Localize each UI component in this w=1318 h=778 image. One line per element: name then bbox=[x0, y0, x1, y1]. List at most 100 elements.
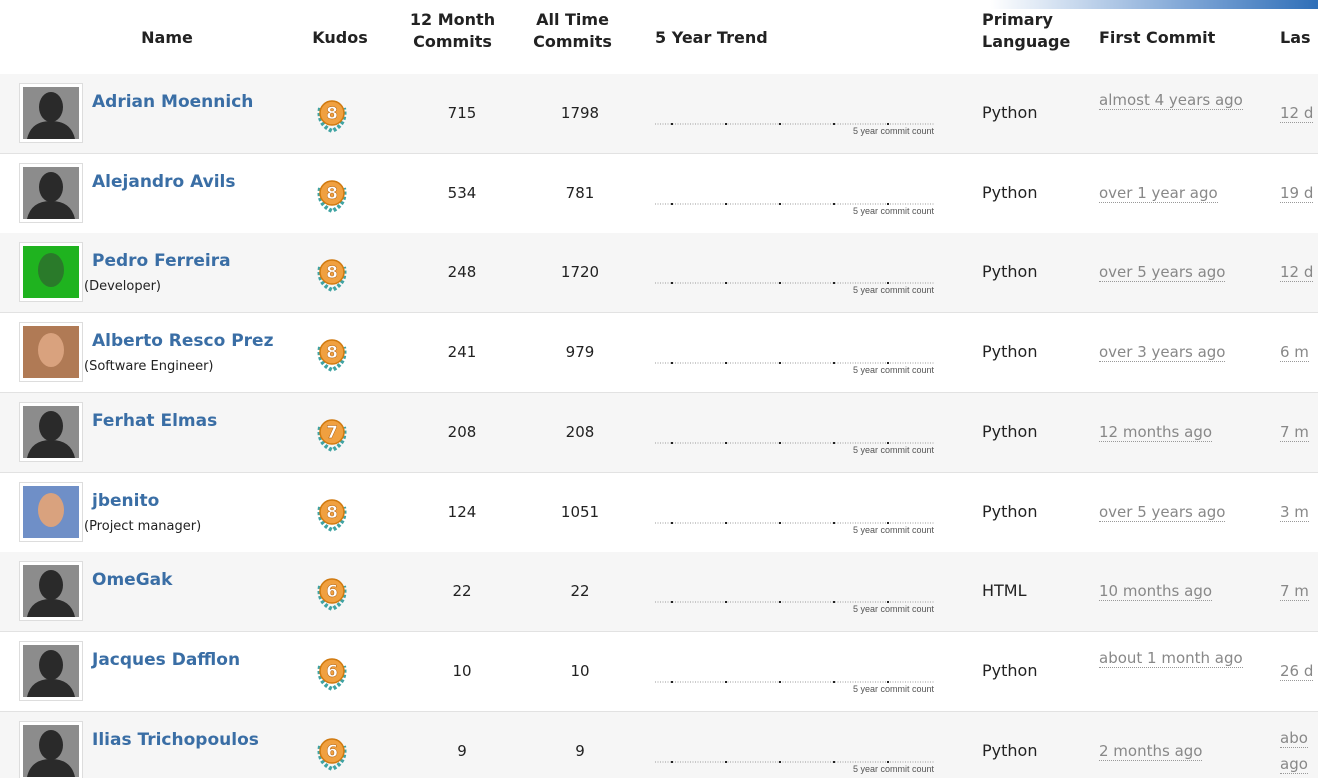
avatar bbox=[19, 83, 83, 143]
head bbox=[39, 730, 63, 760]
year-tick bbox=[779, 761, 781, 763]
avatar-image bbox=[23, 326, 79, 378]
trend-chart: 5 year commit count bbox=[653, 86, 938, 146]
kudos-rank: 8 bbox=[326, 184, 338, 204]
year-tick bbox=[887, 362, 889, 364]
table-row: Alejandro Avils 8 534 781 5 year commit coun… bbox=[0, 154, 1318, 234]
year-tick bbox=[779, 442, 781, 444]
first-commit-text[interactable]: 12 months ago bbox=[1099, 423, 1212, 442]
commits-12-month: 22 bbox=[422, 582, 502, 600]
last-commit-text[interactable]: 6 m bbox=[1280, 343, 1309, 362]
avatar bbox=[19, 402, 83, 462]
primary-language: Python bbox=[982, 262, 1037, 281]
first-commit-text[interactable]: over 5 years ago bbox=[1099, 503, 1225, 522]
contributor-name[interactable]: Alejandro Avils bbox=[92, 172, 235, 192]
contributor-name[interactable]: Ilias Trichopoulos bbox=[92, 730, 259, 750]
first-commit-text[interactable]: 10 months ago bbox=[1099, 582, 1212, 601]
first-commit-text[interactable]: 2 months ago bbox=[1099, 742, 1202, 761]
trend-chart: 5 year commit count bbox=[653, 724, 938, 778]
first-commit: 2 months ago bbox=[1099, 738, 1244, 764]
last-commit-text[interactable]: 26 d bbox=[1280, 662, 1313, 681]
commits-12-month: 534 bbox=[422, 184, 502, 202]
avatar bbox=[19, 163, 83, 223]
last-commit-text[interactable]: 7 m bbox=[1280, 423, 1309, 442]
last-commit: 26 d bbox=[1280, 658, 1318, 684]
year-tick bbox=[833, 362, 835, 364]
avatar-image bbox=[23, 246, 79, 298]
last-commit-text[interactable]: 3 m bbox=[1280, 503, 1309, 522]
avatar bbox=[19, 242, 83, 302]
trend-caption: 5 year commit count bbox=[853, 445, 935, 455]
table-row: Ferhat Elmas72082085 year commit countPy… bbox=[0, 393, 1318, 473]
last-commit-text[interactable]: 12 d bbox=[1280, 104, 1313, 123]
column-header: Name bbox=[117, 27, 217, 49]
top-bar bbox=[990, 0, 1318, 9]
avatar bbox=[19, 561, 83, 621]
head bbox=[39, 650, 63, 680]
first-commit: almost 4 years ago bbox=[1099, 87, 1244, 113]
first-commit-text[interactable]: over 3 years ago bbox=[1099, 343, 1225, 362]
commits-all-time: 1720 bbox=[540, 263, 620, 281]
contributor-name[interactable]: Ferhat Elmas bbox=[92, 411, 217, 431]
trend-caption: 5 year commit count bbox=[853, 285, 935, 295]
commits-all-time: 1798 bbox=[540, 104, 620, 122]
year-tick bbox=[779, 681, 781, 683]
last-commit-text[interactable]: abo ago bbox=[1280, 729, 1308, 774]
avatar-image bbox=[23, 486, 79, 538]
first-commit-text[interactable]: about 1 month ago bbox=[1099, 649, 1243, 668]
year-tick bbox=[779, 282, 781, 284]
trend-chart: 5 year commit count bbox=[653, 405, 938, 465]
contributor-name[interactable]: Jacques Dafflon bbox=[92, 650, 240, 670]
year-tick bbox=[833, 282, 835, 284]
first-commit-text[interactable]: over 5 years ago bbox=[1099, 263, 1225, 282]
commits-12-month: 241 bbox=[422, 343, 502, 361]
primary-language: Python bbox=[982, 502, 1037, 521]
year-tick bbox=[725, 362, 727, 364]
commits-12-month: 124 bbox=[422, 503, 502, 521]
kudos-badge: 8 bbox=[315, 94, 349, 134]
year-tick bbox=[671, 442, 673, 444]
avatar-image bbox=[23, 87, 79, 139]
kudos-rank: 8 bbox=[326, 263, 338, 283]
column-header: Las bbox=[1280, 27, 1318, 49]
commits-all-time: 208 bbox=[540, 423, 620, 441]
face bbox=[38, 253, 64, 287]
trend-chart: 5 year commit count bbox=[653, 245, 938, 305]
contributor-name[interactable]: Pedro Ferreira bbox=[92, 251, 231, 271]
kudos-badge: 8 bbox=[315, 253, 349, 293]
first-commit-text[interactable]: over 1 year ago bbox=[1099, 184, 1218, 203]
last-commit: 7 m bbox=[1280, 578, 1318, 604]
first-commit: about 1 month ago bbox=[1099, 645, 1244, 671]
contributor-name[interactable]: OmeGak bbox=[92, 570, 172, 590]
face bbox=[38, 333, 64, 367]
avatar bbox=[19, 641, 83, 701]
column-header: Primary Language bbox=[982, 9, 1092, 53]
contributor-name[interactable]: jbenito bbox=[92, 491, 159, 511]
kudos-rank: 8 bbox=[326, 343, 338, 363]
last-commit: 3 m bbox=[1280, 499, 1318, 525]
last-commit: 12 d bbox=[1280, 259, 1318, 285]
first-commit: 12 months ago bbox=[1099, 419, 1244, 445]
table-row: Adrian Moennich871517985 year commit cou… bbox=[0, 74, 1318, 154]
last-commit-text[interactable]: 7 m bbox=[1280, 582, 1309, 601]
kudos-badge: 6 bbox=[315, 652, 349, 692]
year-tick bbox=[671, 362, 673, 364]
first-commit-text[interactable]: almost 4 years ago bbox=[1099, 91, 1243, 110]
avatar-image bbox=[23, 645, 79, 697]
avatar-image bbox=[23, 167, 79, 219]
last-commit-text[interactable]: 12 d bbox=[1280, 263, 1313, 282]
kudos-rank: 7 bbox=[326, 423, 338, 443]
commits-all-time: 10 bbox=[540, 662, 620, 680]
year-tick bbox=[887, 681, 889, 683]
column-header: 12 Month Commits bbox=[400, 9, 505, 53]
avatar-image bbox=[23, 725, 79, 777]
contributor-name[interactable]: Alberto Resco Prez bbox=[92, 331, 273, 351]
year-tick bbox=[725, 522, 727, 524]
year-tick bbox=[887, 203, 889, 205]
last-commit-text[interactable]: 19 d bbox=[1280, 184, 1313, 203]
trend-caption: 5 year commit count bbox=[853, 206, 935, 216]
contributor-name[interactable]: Adrian Moennich bbox=[92, 92, 253, 112]
year-tick bbox=[779, 522, 781, 524]
commits-all-time: 9 bbox=[540, 742, 620, 760]
commits-all-time: 781 bbox=[540, 184, 620, 202]
